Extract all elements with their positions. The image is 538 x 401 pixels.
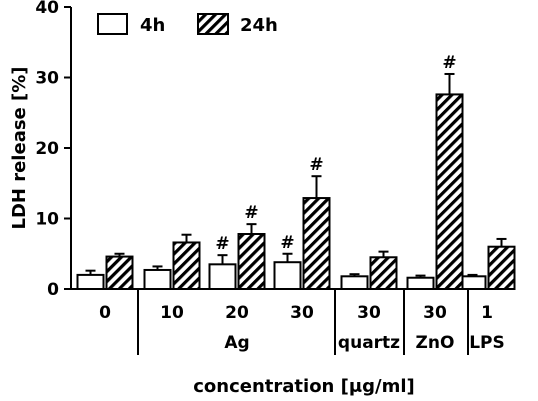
x-tick-label: 0 (99, 303, 111, 323)
plot-area: # # # # # (76, 53, 516, 291)
significance-marker: # (280, 233, 294, 253)
group-label: ZnO (416, 333, 455, 353)
bar-24h-30 (369, 256, 398, 290)
y-tick-label: 0 (47, 280, 59, 300)
bar-24h-1 (487, 245, 516, 290)
y-axis-ticks: 0 10 20 30 40 (35, 0, 71, 300)
legend-label-4h: 4h (140, 15, 165, 36)
legend: 4h 24h (97, 13, 278, 36)
significance-marker: # (442, 53, 456, 73)
group-separators (137, 289, 469, 355)
bar-4h-30 (406, 276, 435, 291)
x-tick-label: 10 (160, 303, 184, 323)
y-axis-title: LDH release [%] (9, 66, 30, 229)
bar-4h-30 (273, 261, 302, 290)
group-label: LPS (469, 333, 505, 353)
x-tick-label: 1 (481, 303, 493, 323)
x-tick-label: 30 (423, 303, 447, 323)
significance-marker: # (244, 203, 258, 223)
legend-label-24h: 24h (240, 15, 278, 36)
bar-24h-10 (172, 241, 201, 290)
legend-swatch-4h (97, 13, 128, 35)
x-tick-label: 30 (290, 303, 314, 323)
bar-4h-20 (208, 263, 237, 291)
y-tick-label: 30 (35, 69, 59, 89)
bar-24h-30 (302, 197, 331, 290)
x-tick-label: 20 (225, 303, 249, 323)
bar-24h-0 (105, 255, 134, 291)
bar-24h-30 (435, 93, 464, 290)
y-tick-label: 20 (35, 139, 59, 159)
significance-marker: # (309, 155, 323, 175)
y-tick-label: 10 (35, 210, 59, 230)
y-tick-label: 40 (35, 0, 59, 18)
group-label: quartz (338, 333, 400, 353)
legend-swatch-24h (197, 13, 229, 35)
group-label: Ag (224, 333, 249, 353)
bar-4h-0 (76, 273, 105, 290)
bar-4h-30 (340, 275, 369, 290)
bar-4h-10 (143, 268, 172, 290)
x-axis-title: concentration [μg/ml] (193, 376, 414, 397)
bar-24h-20 (237, 233, 266, 290)
x-axis-category-labels: 0 10 20 30 30 30 1 Ag quartz ZnO LPS (99, 303, 505, 353)
x-tick-label: 30 (357, 303, 381, 323)
significance-marker: # (215, 234, 229, 254)
